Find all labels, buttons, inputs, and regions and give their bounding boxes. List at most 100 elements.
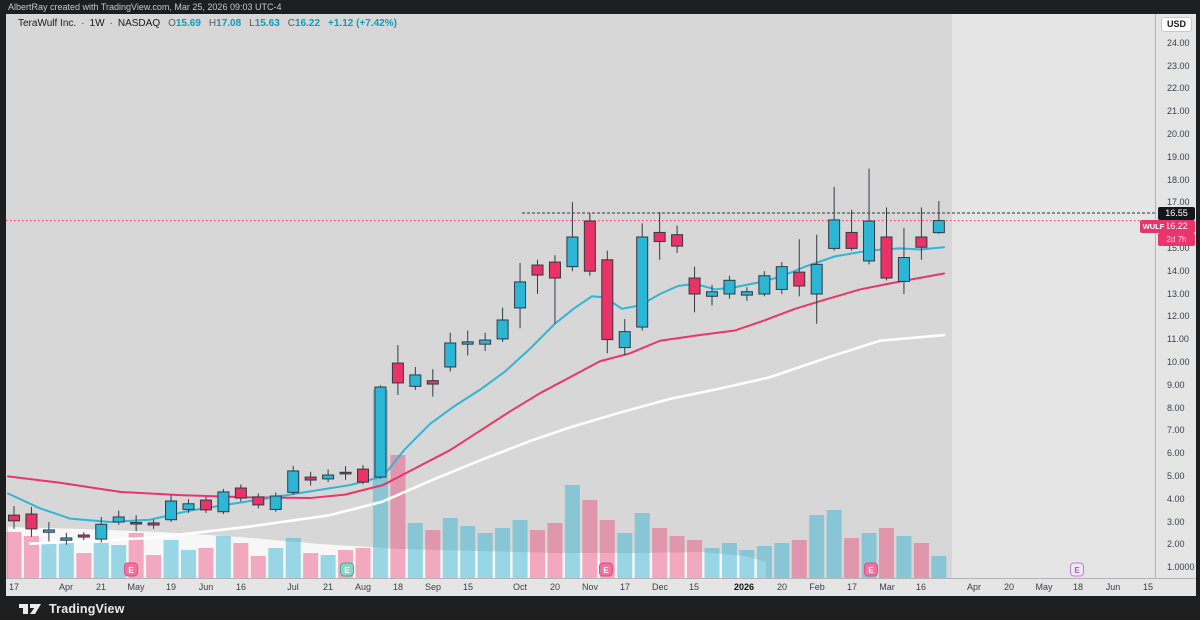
candle [723, 275, 736, 299]
candle [165, 495, 178, 522]
candle [444, 332, 457, 372]
candle [25, 506, 38, 537]
price-tick-label: 17.00 [1167, 197, 1190, 208]
svg-text:E: E [868, 566, 874, 575]
price-tick-label: 13.00 [1167, 288, 1190, 299]
candle [339, 466, 352, 480]
price-tick-label: 20.00 [1167, 128, 1190, 139]
time-tick-label: Feb [809, 582, 825, 592]
attribution-bar: AlbertRay created with TradingView.com, … [0, 0, 1200, 14]
candle [374, 385, 387, 479]
price-tick-label: 11.00 [1167, 334, 1189, 345]
open-value: 15.69 [175, 18, 201, 29]
price-tick-label: 8.00 [1167, 402, 1185, 413]
candle [653, 211, 666, 260]
price-axis[interactable]: USD 24.00 23.00 22.00 21.00 20.00 19.00 18.00 1… [1155, 14, 1196, 578]
price-tick-label: 24.00 [1167, 37, 1190, 48]
price-tick-label: 3.00 [1167, 516, 1185, 527]
svg-text:E: E [603, 566, 609, 575]
price-tick-label: 14.00 [1167, 265, 1190, 276]
bar-close-countdown: 2d 7h [1158, 232, 1195, 246]
candle [671, 225, 684, 253]
time-tick-label: 15 [1142, 582, 1154, 592]
price-tick-label: 1.0000 [1167, 562, 1195, 573]
candle [357, 465, 369, 485]
low-value: 15.63 [254, 18, 280, 29]
time-tick-label: Nov [581, 582, 599, 592]
candle [618, 319, 631, 356]
time-tick-label: Jun [1105, 582, 1121, 592]
chart-area[interactable]: E E E E E TeraWulf Inc. · 1W · NASDAQ O15.69 H17.0… [6, 14, 1155, 578]
price-tick-label: 23.00 [1167, 60, 1190, 71]
high-level-badge: 16.55 [1158, 206, 1195, 220]
candle [234, 484, 247, 502]
time-tick-label: 16 [915, 582, 927, 592]
time-tick-label: 20 [549, 582, 561, 592]
price-tick-label: 10.00 [1167, 356, 1190, 367]
price-tick-label: 12.00 [1167, 311, 1190, 322]
tradingview-logo[interactable]: TradingView [18, 600, 125, 617]
time-tick-label: Sep [424, 582, 442, 592]
symbol-info-row: TeraWulf Inc. · 1W · NASDAQ O15.69 H17.08 L15.6… [18, 18, 397, 29]
time-tick-label-year: 2026 [733, 582, 755, 592]
candle [304, 471, 317, 486]
time-tick-label: 17 [846, 582, 858, 592]
candle [601, 250, 614, 354]
time-tick-label: 21 [322, 582, 334, 592]
candle [880, 207, 893, 281]
time-tick-label: Aug [354, 582, 372, 592]
price-tick-label: 21.00 [1167, 106, 1190, 117]
attribution-text: AlbertRay created with TradingView.com, … [8, 2, 282, 12]
candle [688, 266, 701, 313]
earnings-reported-icon[interactable]: E [340, 562, 354, 577]
change-value: +1.12 (+7.42%) [328, 18, 397, 29]
candle [426, 369, 439, 397]
earnings-reported-icon[interactable]: E [124, 562, 138, 577]
earnings-reported-icon[interactable]: E [599, 562, 613, 577]
candle [706, 284, 718, 306]
candle [112, 510, 125, 525]
candle [77, 532, 90, 541]
time-tick-label: Jun [198, 582, 214, 592]
price-tick-label: 4.00 [1167, 493, 1185, 504]
svg-text:E: E [128, 566, 134, 575]
high-value: 17.08 [216, 18, 242, 29]
candle [897, 227, 910, 294]
earnings-upcoming-icon[interactable]: E [1070, 562, 1084, 577]
price-tick-label: 2.00 [1167, 539, 1185, 550]
price-tick-label: 7.00 [1167, 425, 1185, 436]
candle [531, 259, 544, 294]
timeframe-label[interactable]: 1W [89, 18, 105, 29]
time-tick-label: 17 [8, 582, 20, 592]
time-tick-label: 19 [165, 582, 177, 592]
candle [775, 262, 788, 294]
candle [636, 223, 649, 331]
currency-button[interactable]: USD [1161, 17, 1192, 32]
price-tick-label: 6.00 [1167, 448, 1185, 459]
candle [409, 366, 422, 390]
candle [548, 255, 561, 324]
candle [514, 262, 527, 329]
exchange-label[interactable]: NASDAQ [117, 18, 161, 29]
candle [583, 213, 596, 276]
time-axis[interactable]: 17 Apr 21 May 19 Jun 16 Jul 21 Aug 18 Sep 15 Oct 20 Nov… [6, 578, 1196, 596]
candle [793, 239, 806, 297]
candle [810, 234, 823, 324]
time-tick-label: 15 [688, 582, 700, 592]
last-price-badge: 16.22 [1158, 219, 1195, 233]
tradingview-logo-text: TradingView [49, 601, 125, 616]
candle [461, 330, 474, 356]
candle [199, 496, 212, 513]
candles [8, 168, 945, 545]
earnings-reported-icon[interactable]: E [864, 562, 878, 577]
time-tick-label: Apr [58, 582, 74, 592]
candle [42, 522, 55, 542]
symbol-title[interactable]: TeraWulf Inc. [18, 18, 77, 29]
price-tick-label: 5.00 [1167, 470, 1185, 481]
svg-text:E: E [1074, 566, 1080, 575]
time-tick-label: Oct [512, 582, 528, 592]
candle [496, 307, 509, 342]
svg-text:E: E [344, 566, 350, 575]
